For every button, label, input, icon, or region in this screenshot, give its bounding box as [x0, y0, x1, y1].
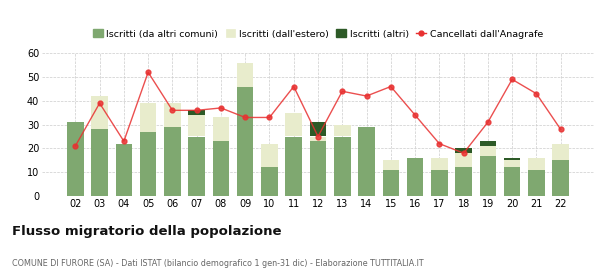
Bar: [188, 115, 205, 136]
Bar: [116, 144, 132, 196]
Bar: [310, 122, 326, 136]
Bar: [212, 141, 229, 196]
Bar: [455, 153, 472, 167]
Bar: [310, 141, 326, 196]
Bar: [188, 136, 205, 196]
Bar: [310, 137, 326, 141]
Bar: [91, 96, 108, 129]
Bar: [261, 144, 278, 167]
Legend: Iscritti (da altri comuni), Iscritti (dall'estero), Iscritti (altri), Cancellati: Iscritti (da altri comuni), Iscritti (da…: [91, 27, 545, 41]
Bar: [504, 160, 520, 167]
Bar: [407, 158, 424, 196]
Bar: [383, 160, 399, 170]
Bar: [140, 132, 157, 196]
Text: COMUNE DI FURORE (SA) - Dati ISTAT (bilancio demografico 1 gen-31 dic) - Elabora: COMUNE DI FURORE (SA) - Dati ISTAT (bila…: [12, 259, 424, 268]
Bar: [67, 122, 83, 196]
Bar: [164, 127, 181, 196]
Bar: [455, 167, 472, 196]
Bar: [91, 129, 108, 196]
Bar: [212, 118, 229, 141]
Bar: [164, 103, 181, 127]
Bar: [431, 158, 448, 170]
Bar: [528, 170, 545, 196]
Bar: [479, 155, 496, 196]
Bar: [286, 113, 302, 136]
Bar: [383, 170, 399, 196]
Bar: [237, 87, 253, 196]
Bar: [479, 146, 496, 155]
Bar: [528, 158, 545, 170]
Text: Flusso migratorio della popolazione: Flusso migratorio della popolazione: [12, 225, 281, 238]
Bar: [431, 170, 448, 196]
Bar: [455, 148, 472, 153]
Bar: [334, 125, 350, 136]
Bar: [553, 160, 569, 196]
Bar: [140, 103, 157, 132]
Bar: [504, 158, 520, 160]
Bar: [504, 167, 520, 196]
Bar: [237, 63, 253, 87]
Bar: [188, 110, 205, 115]
Bar: [286, 136, 302, 196]
Bar: [358, 127, 375, 196]
Bar: [261, 167, 278, 196]
Bar: [334, 136, 350, 196]
Bar: [553, 144, 569, 160]
Bar: [479, 141, 496, 146]
